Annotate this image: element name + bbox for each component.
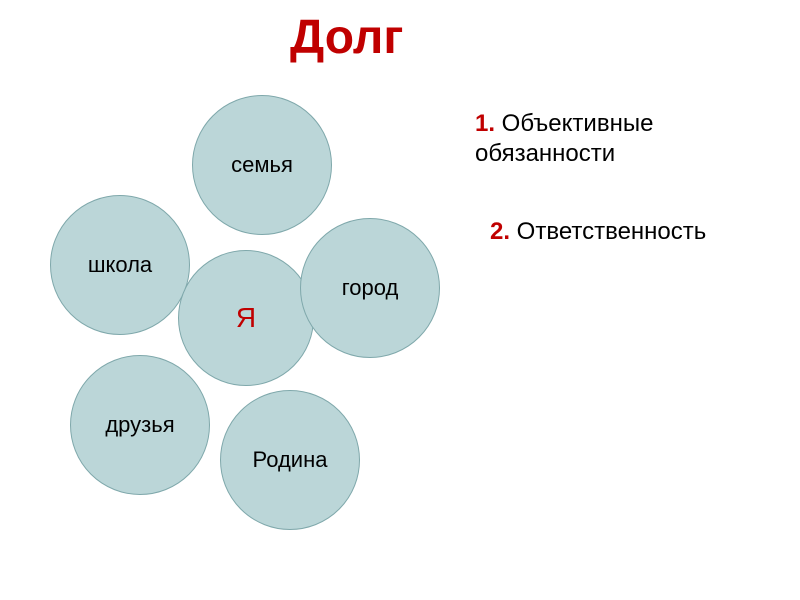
legend-item-2: 2. Ответственность [490, 218, 706, 246]
petal-circle: друзья [70, 355, 210, 495]
center-circle: Я [178, 250, 314, 386]
diagram-title: Долг [290, 10, 403, 65]
legend-text: Объективные [495, 110, 653, 137]
petal-circle: Родина [220, 390, 360, 530]
legend-number: 1. [475, 110, 495, 137]
legend-text: обязанности [475, 140, 615, 167]
diagram-stage: Долг семья друзья школа Я город Родина 1… [0, 0, 800, 600]
petal-circle: школа [50, 195, 190, 335]
legend-number: 2. [490, 218, 510, 245]
legend-item-1: 1. Объективные [475, 110, 653, 138]
legend-item-1-line2: обязанности [475, 140, 615, 168]
petal-circle: семья [192, 95, 332, 235]
petal-circle: город [300, 218, 440, 358]
legend-text: Ответственность [510, 218, 706, 245]
